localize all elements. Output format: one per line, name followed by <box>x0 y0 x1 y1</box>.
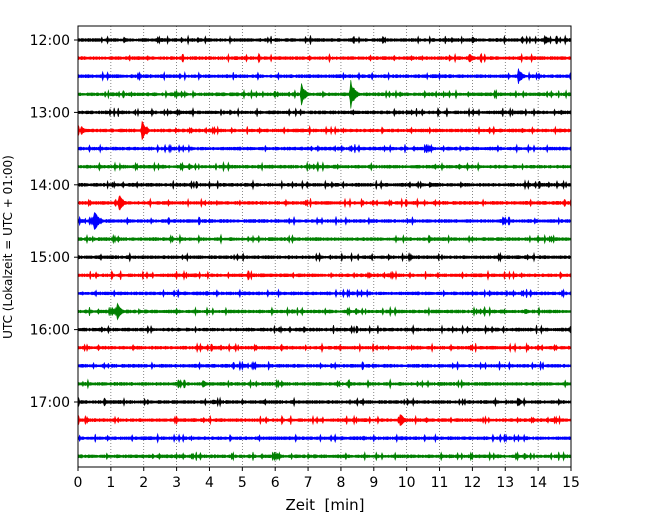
x-tick-label: 8 <box>336 475 345 491</box>
x-tick-label: 11 <box>431 475 449 491</box>
x-tick-label: 1 <box>106 475 115 491</box>
x-tick-label: 4 <box>205 475 214 491</box>
x-tick-label: 12 <box>463 475 481 491</box>
y-tick-label: 17:00 <box>30 395 70 411</box>
x-tick-label: 3 <box>172 475 181 491</box>
y-tick-label: 13:00 <box>30 105 70 121</box>
x-tick-label: 7 <box>304 475 313 491</box>
x-tick-label: 0 <box>74 475 83 491</box>
x-axis-title: Zeit [min] <box>285 496 364 514</box>
x-tick-label: 6 <box>271 475 280 491</box>
x-tick-label: 5 <box>238 475 247 491</box>
x-tick-label: 9 <box>369 475 378 491</box>
y-tick-label: 16:00 <box>30 323 70 339</box>
x-axis-ticks: 0 1 2 3 4 5 6 7 8 9 10 11 12 13 14 15 <box>74 467 580 491</box>
plot-frame <box>77 25 572 468</box>
x-tick-label: 14 <box>529 475 547 491</box>
y-tick-label: 14:00 <box>30 178 70 194</box>
y-tick-label: 12:00 <box>30 33 70 49</box>
y-axis-title: UTC (Lokalzeit = UTC + 01:00) <box>1 155 15 339</box>
x-tick-label: 10 <box>398 475 416 491</box>
y-axis-ticks: 12:00 13:00 14:00 15:00 16:00 17:00 <box>30 33 78 411</box>
x-tick-label: 15 <box>562 475 580 491</box>
x-tick-label: 2 <box>139 475 148 491</box>
x-tick-label: 13 <box>496 475 514 491</box>
y-tick-label: 15:00 <box>30 250 70 266</box>
